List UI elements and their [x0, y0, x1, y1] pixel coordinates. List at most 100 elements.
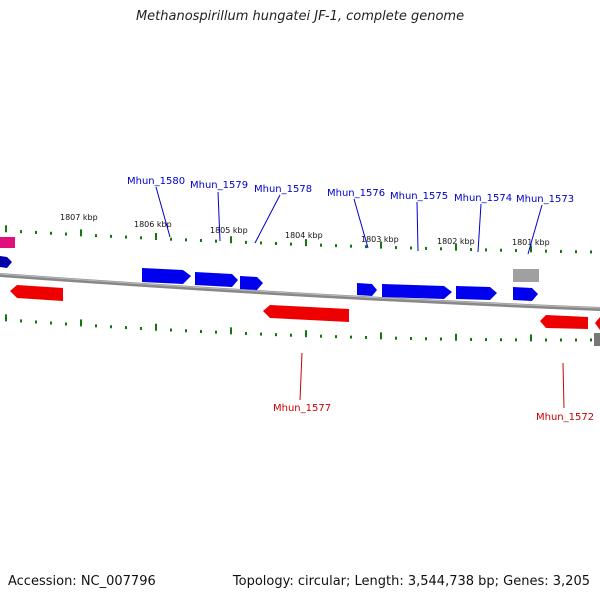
major-tick: [80, 319, 82, 327]
major-tick: [380, 241, 382, 249]
minor-tick: [320, 243, 322, 247]
gene-arrow-mhun-1572[interactable]: [540, 315, 588, 329]
minor-tick: [560, 249, 562, 253]
tick-label: 1805 kbp: [210, 226, 248, 235]
gene-label-mhun-1577[interactable]: Mhun_1577: [273, 403, 331, 414]
minor-tick: [185, 238, 187, 242]
tick-label: 1806 kbp: [134, 220, 172, 229]
gene-arrow-mhun-1579[interactable]: [195, 272, 238, 287]
minor-tick: [350, 244, 352, 248]
minor-tick: [425, 337, 427, 341]
minor-tick: [275, 242, 277, 246]
minor-tick: [470, 248, 472, 252]
minor-tick: [590, 250, 592, 254]
major-tick: [455, 333, 457, 341]
minor-tick: [515, 249, 517, 253]
minor-tick: [470, 337, 472, 341]
minor-tick: [200, 330, 202, 333]
gene-arrow-mhun-1580[interactable]: [142, 268, 191, 284]
minor-tick: [50, 231, 52, 235]
major-tick: [230, 236, 232, 244]
gene-arrow-mhun-1576[interactable]: [357, 283, 377, 296]
minor-tick: [335, 244, 337, 248]
minor-tick: [170, 328, 172, 332]
minor-tick: [260, 332, 262, 336]
minor-tick: [335, 335, 337, 339]
minor-tick: [245, 331, 247, 335]
minor-tick: [575, 338, 577, 342]
tick-label: 1804 kbp: [285, 231, 323, 240]
genome-backbone-highlight: [0, 273, 600, 309]
gene-block-grey-edge: [594, 333, 600, 346]
tick-label: 1807 kbp: [60, 213, 98, 222]
minor-tick: [365, 245, 367, 249]
gene-arrow-mhun-1573[interactable]: [513, 287, 538, 301]
minor-tick: [185, 329, 187, 333]
minor-tick: [575, 250, 577, 254]
gene-arrow-mhun-1574[interactable]: [456, 286, 497, 300]
minor-tick: [425, 246, 427, 250]
major-tick: [230, 327, 232, 335]
gene-arrow-mhun-1577[interactable]: [263, 305, 349, 322]
minor-tick: [50, 321, 52, 325]
gene-arrow-edge: [0, 256, 12, 268]
minor-tick: [35, 320, 37, 324]
genome-stats-text: Topology: circular; Length: 3,544,738 bp…: [232, 574, 590, 589]
tick-label: 1803 kbp: [361, 235, 399, 244]
major-tick: [5, 314, 7, 322]
gene-arrow-red-edge[interactable]: [595, 317, 600, 330]
minor-tick: [590, 338, 592, 342]
minor-tick: [20, 319, 22, 323]
gene-label-mhun-1580[interactable]: Mhun_1580: [127, 176, 185, 187]
gene-arrow-red-left[interactable]: [10, 285, 63, 301]
minor-tick: [110, 325, 112, 329]
gene-label-mhun-1575[interactable]: Mhun_1575: [390, 191, 448, 202]
minor-tick: [545, 338, 547, 342]
minor-tick: [395, 246, 397, 250]
gene-label-mhun-1573[interactable]: Mhun_1573: [516, 194, 574, 205]
minor-tick: [65, 232, 67, 236]
tick-label: 1802 kbp: [437, 237, 475, 246]
accession-text: Accession: NC_007796: [8, 574, 156, 589]
minor-tick: [110, 234, 112, 238]
minor-tick: [410, 337, 412, 341]
minor-tick: [140, 326, 142, 330]
gene-block-magenta: [0, 237, 15, 248]
minor-tick: [140, 236, 142, 240]
minor-tick: [410, 246, 412, 250]
minor-tick: [500, 338, 502, 342]
forward-leader-lines: [155, 186, 543, 255]
bottom-tick-row: [5, 314, 592, 342]
minor-tick: [500, 248, 502, 252]
minor-tick: [350, 335, 352, 339]
gene-arrow-mhun-1575[interactable]: [382, 284, 452, 299]
gene-label-mhun-1572[interactable]: Mhun_1572: [536, 412, 594, 423]
reverse-leader-lines: [299, 352, 565, 409]
gene-label-mhun-1578[interactable]: Mhun_1578: [254, 184, 312, 195]
gene-block-grey: [513, 269, 539, 282]
major-tick: [155, 323, 157, 331]
genome-backbone: [0, 273, 600, 311]
major-tick: [530, 334, 532, 342]
minor-tick: [95, 234, 97, 238]
minor-tick: [260, 241, 262, 245]
minor-tick: [125, 326, 127, 330]
gene-label-mhun-1579[interactable]: Mhun_1579: [190, 180, 248, 191]
minor-tick: [35, 230, 37, 234]
minor-tick: [290, 242, 292, 246]
minor-tick: [200, 239, 202, 242]
minor-tick: [365, 335, 367, 339]
gene-arrow-mhun-1578[interactable]: [240, 276, 263, 290]
minor-tick: [320, 334, 322, 338]
minor-tick: [215, 330, 217, 334]
gene-label-mhun-1574[interactable]: Mhun_1574: [454, 193, 512, 204]
gene-label-mhun-1576[interactable]: Mhun_1576: [327, 188, 385, 199]
minor-tick: [485, 248, 487, 252]
minor-tick: [125, 235, 127, 239]
minor-tick: [560, 338, 562, 342]
reverse-gene-arrows: [10, 285, 600, 330]
minor-tick: [485, 338, 487, 342]
major-tick: [305, 239, 307, 247]
minor-tick: [545, 249, 547, 253]
minor-tick: [65, 322, 67, 326]
